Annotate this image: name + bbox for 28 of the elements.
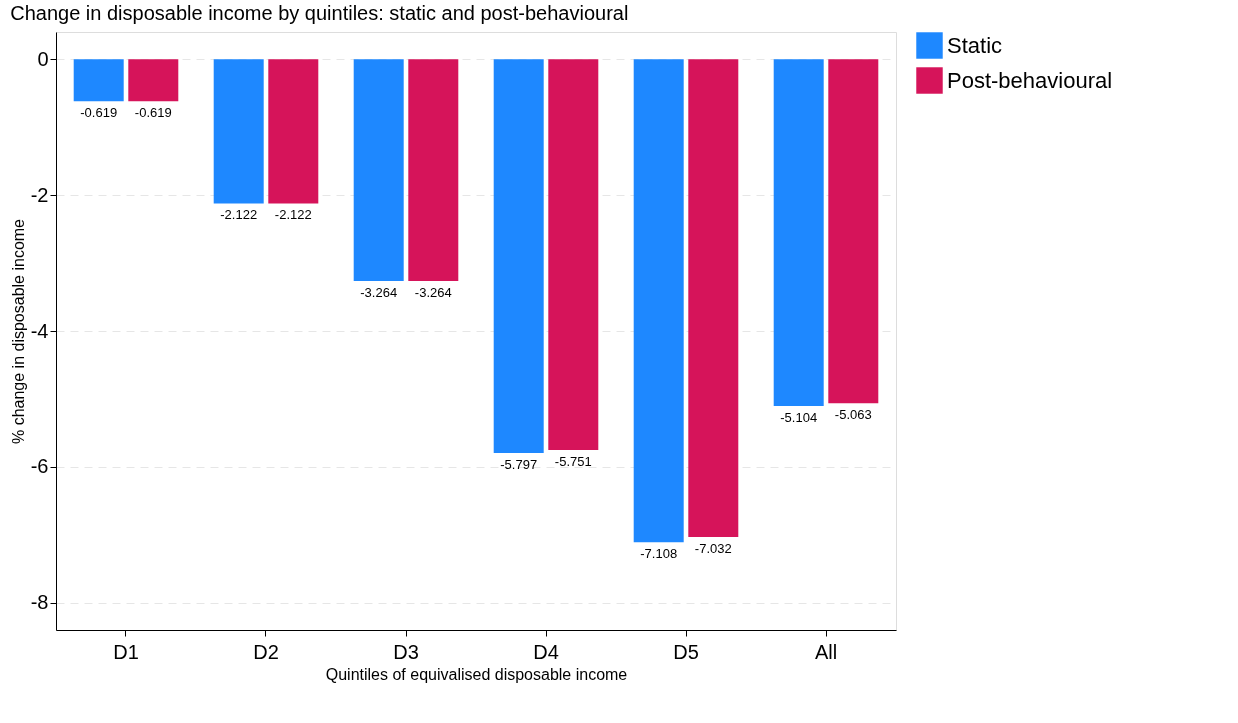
data-label: -5.751: [554, 453, 592, 469]
data-label: -0.619: [80, 105, 118, 121]
data-label: -2.122: [220, 207, 258, 223]
x-tick-label: D3: [393, 640, 419, 663]
data-label: -0.619: [134, 105, 172, 121]
chart-title: Change in disposable income by quintiles: static and post-behavioural: [10, 2, 629, 24]
x-tick-label: D5: [673, 640, 699, 663]
x-tick-label: D4: [533, 640, 559, 663]
data-label: -5.797: [500, 457, 538, 473]
y-tick-label: -6: [30, 455, 49, 478]
data-label: -3.264: [360, 284, 398, 300]
data-label: -2.122: [274, 207, 312, 223]
y-tick-label: -4: [30, 319, 49, 342]
x-tick-label: D2: [253, 640, 279, 663]
data-label: -3.264: [414, 284, 452, 300]
x-tick-label: D1: [113, 640, 139, 663]
data-label: -7.108: [640, 546, 678, 562]
x-tick-label: All: [814, 640, 838, 663]
x-axis-title: Quintiles of equivalised disposable income: [325, 665, 628, 683]
data-label: -5.104: [780, 410, 818, 426]
legend-label: Static: [947, 32, 1003, 58]
data-label: -7.032: [694, 541, 732, 557]
y-tick-label: 0: [37, 47, 49, 70]
data-label: -5.063: [834, 407, 872, 423]
legend-label: Post-behavioural: [947, 67, 1113, 93]
y-tick-label: -2: [30, 183, 49, 206]
y-axis-title: % change in disposable income: [9, 218, 27, 445]
y-tick-label: -8: [30, 591, 49, 614]
